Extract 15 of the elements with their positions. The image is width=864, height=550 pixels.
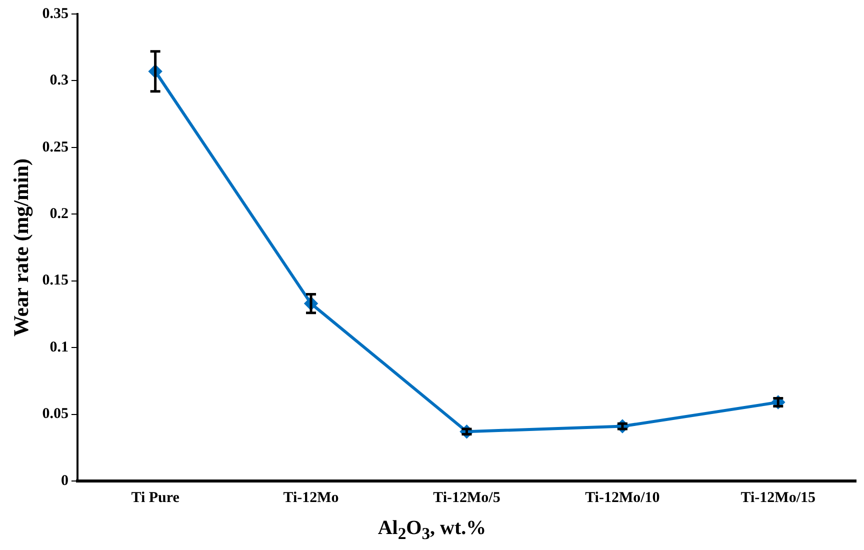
x-tick-label: Ti-12Mo xyxy=(283,490,339,506)
x-tick-label: Ti-12Mo/5 xyxy=(433,490,500,506)
x-tick-label: Ti-12Mo/10 xyxy=(585,490,660,506)
y-tick-label: 0.35 xyxy=(42,6,68,22)
y-tick-label: 0.15 xyxy=(42,272,68,289)
y-tick-label: 0.05 xyxy=(42,406,68,422)
x-tick-label: Ti-12Mo/15 xyxy=(740,490,816,506)
y-tick-label: 0.3 xyxy=(50,72,68,89)
y-tick-label: 0.1 xyxy=(50,339,68,356)
y-tick-label: 0 xyxy=(60,472,68,489)
x-axis-title: Al$_{2}$O$_{3}$, wt.% xyxy=(376,517,488,544)
x-tick-label: Ti Pure xyxy=(131,490,180,506)
y-tick-label: 0.25 xyxy=(42,139,68,156)
y-axis-title: Wear rate (mg/min) xyxy=(9,158,34,337)
y-tick-label: 0.2 xyxy=(50,206,68,222)
